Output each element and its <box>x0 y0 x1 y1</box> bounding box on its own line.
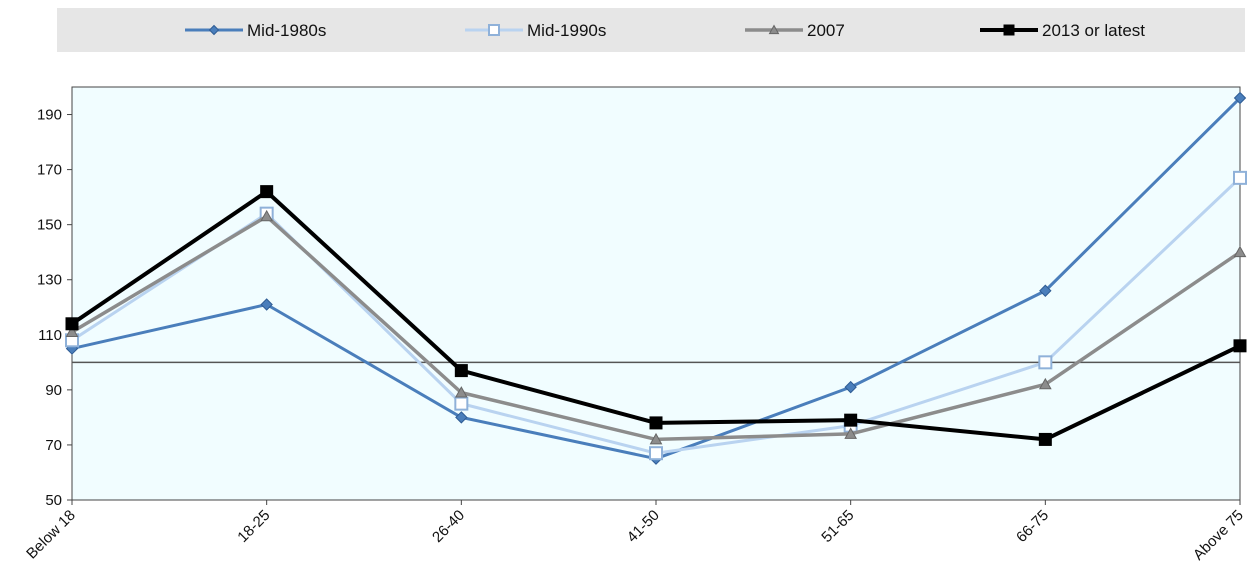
point-2007-below-18 <box>65 325 79 337</box>
point-2007-above-75 <box>1233 245 1247 258</box>
legend-item-2007: 2007 <box>745 21 845 40</box>
y-tick-label-170: 170 <box>37 162 62 179</box>
legend-background <box>57 8 1245 52</box>
y-axis: 50 70 90 110 130 150 170 190 <box>37 107 72 509</box>
point-2013-or-latest-41-50 <box>649 416 663 430</box>
point-2007-66-75 <box>1038 377 1052 390</box>
x-tick-label-above-75: Above 75 <box>1190 507 1247 564</box>
point-mid-1980s-above-75 <box>1233 91 1247 105</box>
x-axis: Below 18 18-25 26-40 41-50 51-65 66-75 Above 7… <box>23 500 1247 564</box>
point-mid-1990s-41-50 <box>649 446 663 461</box>
point-mid-1980s-18-25 <box>260 298 273 311</box>
point-2007-18-25 <box>260 209 274 222</box>
x-tick-label-41-50: 41-50 <box>624 507 663 546</box>
legend-item-mid-1990s: Mid-1990s <box>465 21 606 40</box>
legend-marker-mid-1980s <box>208 24 220 36</box>
point-mid-1980s-26-40 <box>455 411 468 424</box>
y-tick-label-190: 190 <box>37 107 62 124</box>
point-mid-1990s-26-40 <box>454 396 469 411</box>
series-2013-or-latest <box>65 185 1247 446</box>
legend-label-2007: 2007 <box>807 21 845 40</box>
x-tick-label-51-65: 51-65 <box>818 507 857 546</box>
legend-item-2013-or-latest: 2013 or latest <box>980 21 1145 40</box>
y-tick-label-130: 130 <box>37 272 62 289</box>
x-tick-label-66-75: 66-75 <box>1013 507 1052 546</box>
point-2013-or-latest-18-25 <box>260 185 274 199</box>
legend-item-mid-1980s: Mid-1980s <box>185 21 326 40</box>
legend-marker-2007 <box>768 24 780 35</box>
legend-marker-mid-1990s <box>488 24 500 36</box>
point-mid-1990s-66-75 <box>1038 355 1053 370</box>
series-group <box>65 91 1247 465</box>
x-tick-label-26-40: 26-40 <box>429 507 468 546</box>
legend-label-mid-1980s: Mid-1980s <box>247 21 326 40</box>
y-tick-label-110: 110 <box>38 327 62 344</box>
x-tick-label-below-18: Below 18 <box>23 507 79 563</box>
legend-label-mid-1990s: Mid-1990s <box>527 21 606 40</box>
point-2013-or-latest-above-75 <box>1233 339 1247 353</box>
point-mid-1980s-51-65 <box>844 380 857 394</box>
point-2013-or-latest-26-40 <box>454 364 468 378</box>
y-tick-label-50: 50 <box>45 492 62 509</box>
point-2013-or-latest-51-65 <box>844 413 858 427</box>
x-tick-label-18-25: 18-25 <box>234 507 273 546</box>
point-mid-1990s-above-75 <box>1233 170 1247 185</box>
y-tick-label-150: 150 <box>37 217 62 234</box>
point-mid-1980s-66-75 <box>1039 284 1052 297</box>
legend-marker-2013-or-latest <box>1003 24 1015 36</box>
point-2007-41-50 <box>649 432 663 445</box>
y-tick-label-70: 70 <box>45 437 62 454</box>
legend-label-2013-or-latest: 2013 or latest <box>1042 21 1145 40</box>
y-tick-label-90: 90 <box>45 382 62 399</box>
series-2007 <box>65 209 1247 445</box>
point-2013-or-latest-below-18 <box>65 317 79 331</box>
point-2007-51-65 <box>844 427 858 439</box>
point-2007-26-40 <box>454 386 468 398</box>
point-2013-or-latest-66-75 <box>1038 432 1052 446</box>
legend: Mid-1980s Mid-1990s 2007 2013 or latest <box>185 21 1145 40</box>
